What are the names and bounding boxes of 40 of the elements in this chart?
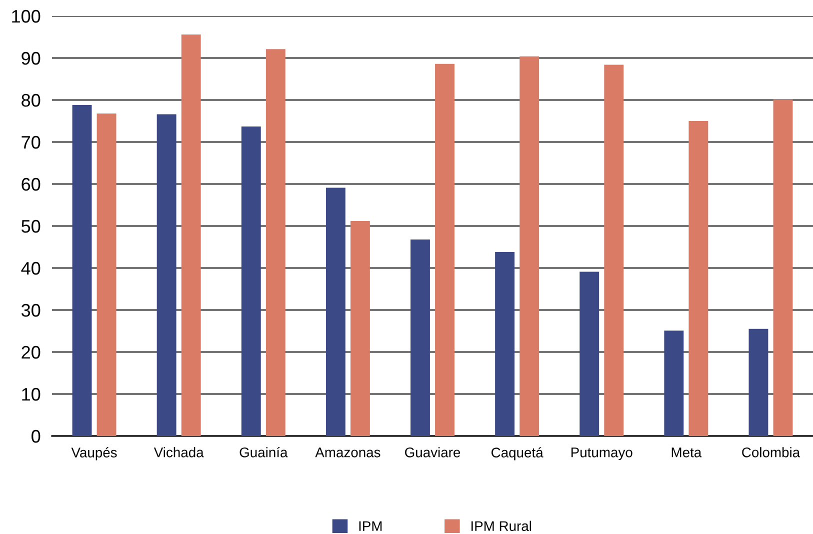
x-tick-label: Amazonas — [315, 448, 380, 458]
bar — [773, 100, 793, 436]
y-tick-label: 70 — [22, 136, 40, 149]
bar — [520, 56, 540, 436]
bar — [72, 105, 92, 436]
legend-label: IPM — [359, 521, 382, 531]
y-tick-label: 100 — [12, 10, 40, 23]
y-tick-label: 10 — [22, 388, 40, 401]
bar — [604, 64, 624, 436]
y-tick-label: 0 — [32, 430, 40, 443]
bar — [580, 272, 600, 436]
x-tick-label: Meta — [672, 448, 702, 458]
x-tick-label: Guainía — [240, 446, 288, 458]
y-tick-label: 80 — [22, 94, 40, 107]
bar — [664, 330, 684, 436]
bar — [326, 188, 346, 436]
bar — [748, 328, 768, 436]
bar — [181, 34, 201, 436]
x-tick-label: Vaupés — [71, 447, 117, 460]
y-tick-label: 30 — [21, 304, 40, 317]
bar — [435, 64, 454, 436]
y-tick-label: 90 — [22, 52, 40, 65]
bar — [241, 126, 261, 436]
bar — [350, 220, 370, 436]
bar — [688, 121, 708, 436]
bar — [156, 114, 176, 436]
x-tick-label: Putumayo — [571, 448, 632, 460]
y-tick-label: 20 — [22, 346, 40, 359]
x-tick-label: Colombia — [742, 447, 800, 458]
bar — [266, 49, 286, 436]
x-tick-label: Caquetá — [492, 447, 544, 460]
y-tick-label: 50 — [22, 220, 40, 233]
bar — [495, 252, 515, 436]
bar — [410, 239, 430, 436]
y-tick-label: 40 — [21, 262, 40, 275]
legend-label: IPM Rural — [472, 520, 532, 532]
x-tick-label: Vichada — [154, 447, 204, 458]
bar — [96, 113, 116, 436]
x-tick-label: Guaviare — [405, 447, 460, 458]
y-tick-label: 60 — [22, 178, 40, 191]
